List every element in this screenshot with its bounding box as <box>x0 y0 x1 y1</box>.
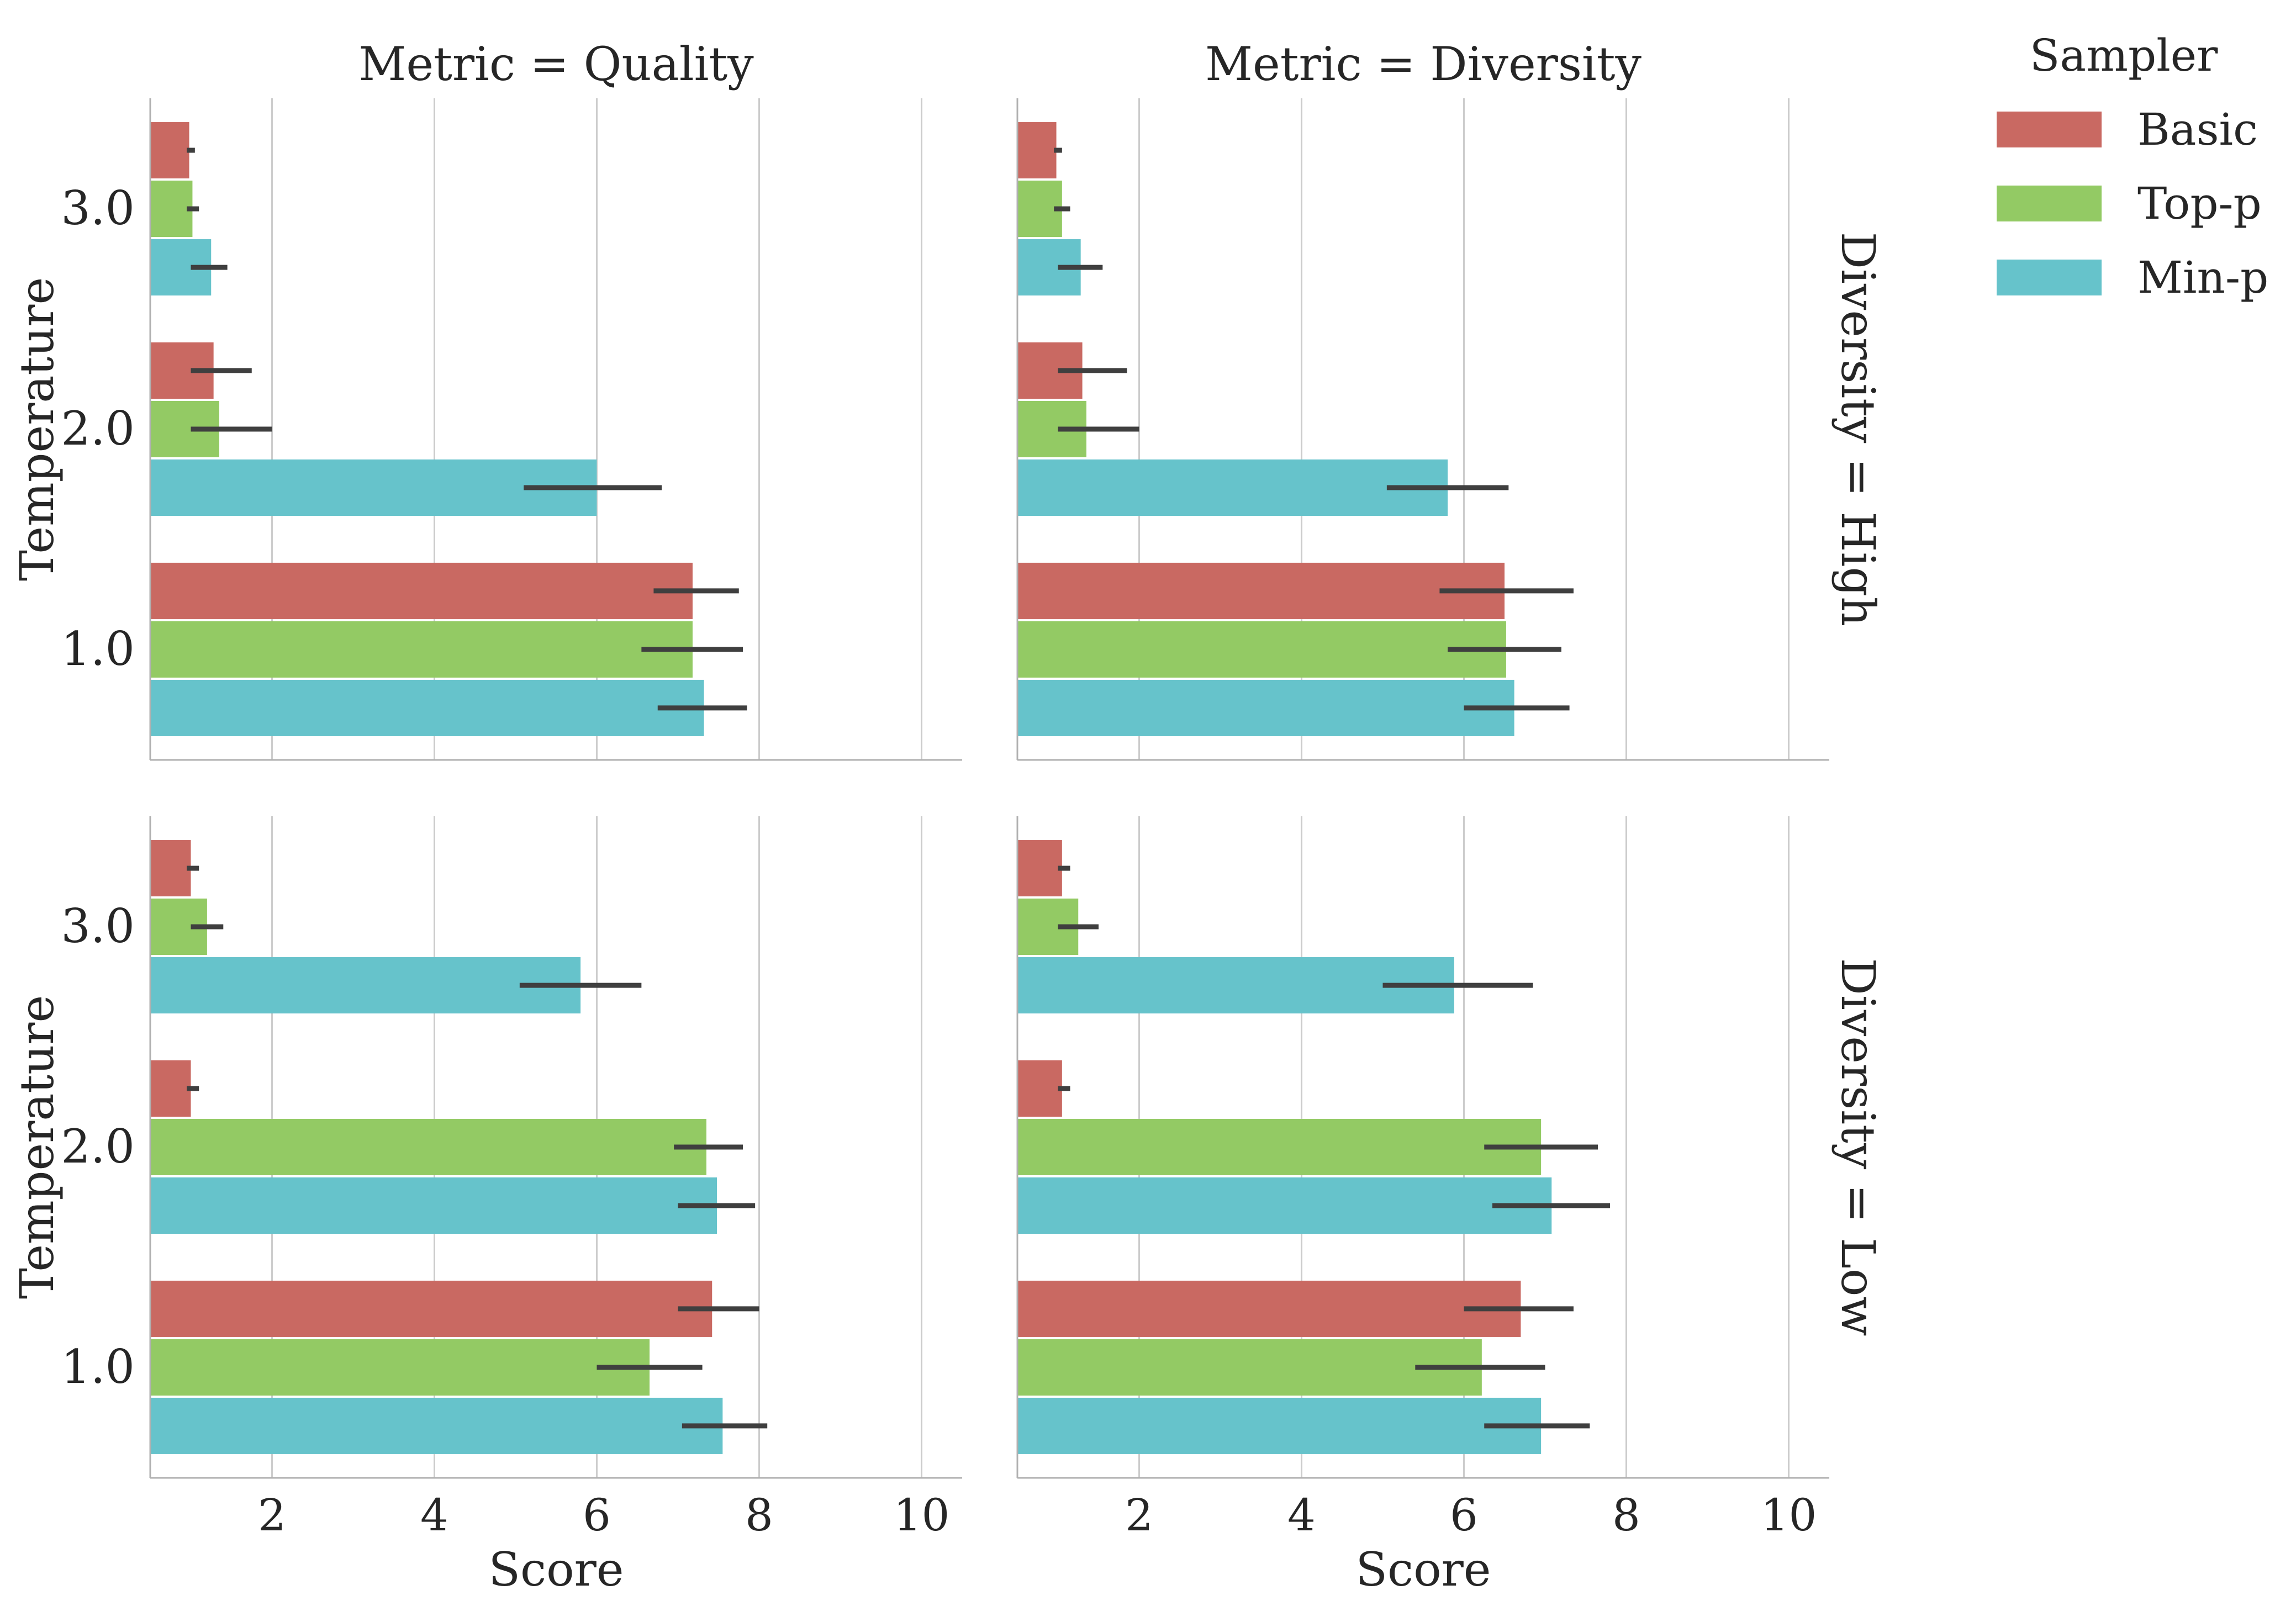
x-axis-label: Score <box>1355 1542 1491 1597</box>
x-tick-label: 10 <box>1761 1489 1817 1541</box>
y-tick-label: 2.0 <box>61 402 135 456</box>
panels-layer: 3.0 2.0 1.0 Temperature Metric = Quality Metr… <box>10 37 1885 1597</box>
x-tick-label: 2 <box>1125 1489 1153 1541</box>
bar-top-p-t1.0 <box>1017 1339 1482 1396</box>
bar-basic-t3.0 <box>1017 840 1062 897</box>
x-tick-label: 4 <box>1287 1489 1316 1541</box>
bar-min-p-t2.0 <box>1017 459 1448 516</box>
x-tick-label: 8 <box>1612 1489 1640 1541</box>
bar-top-p-t2.0 <box>150 1119 706 1175</box>
panel-title: Metric = Diversity <box>1205 37 1642 91</box>
bar-min-p-t3.0 <box>1017 957 1454 1014</box>
legend-swatch-basic <box>1997 112 2102 147</box>
panel-3: 3.0 2.0 1.0 Temperature 2 4 6 8 10 Score <box>10 816 962 1597</box>
bar-basic-t1.0 <box>150 562 693 619</box>
panel-1: 3.0 2.0 1.0 Temperature Metric = Quality <box>10 37 962 761</box>
panel-2: Metric = Diversity Diversity = High <box>1016 37 1885 761</box>
y-tick-label: 1.0 <box>61 622 135 676</box>
y-tick-label: 2.0 <box>61 1119 135 1174</box>
y-tick-label: 3.0 <box>61 899 135 953</box>
bar-top-p-t1.0 <box>150 1339 650 1396</box>
y-axis-label: Temperature <box>10 995 64 1299</box>
legend-label-basic: Basic <box>2137 104 2258 155</box>
y-axis-label: Temperature <box>10 277 64 581</box>
x-tick-label: 10 <box>894 1489 950 1541</box>
bar-min-p-t3.0 <box>150 957 581 1014</box>
x-tick-label: 6 <box>1450 1489 1478 1541</box>
x-tick-label: 2 <box>258 1489 286 1541</box>
legend-entry-min-p: Min-p <box>1997 252 2268 303</box>
legend-swatch-min-p <box>1997 260 2102 295</box>
bar-basic-t3.0 <box>150 840 191 897</box>
x-tick-label: 8 <box>745 1489 773 1541</box>
bar-top-p-t1.0 <box>150 621 693 678</box>
bar-top-p-t3.0 <box>150 181 193 237</box>
y-tick-label: 1.0 <box>61 1340 135 1394</box>
row-label: Diversity = High <box>1831 232 1885 627</box>
y-tick-label: 3.0 <box>61 181 135 235</box>
bar-basic-t1.0 <box>1017 1280 1521 1337</box>
bar-min-p-t2.0 <box>150 1177 717 1234</box>
bar-min-p-t1.0 <box>1017 1397 1542 1454</box>
bar-basic-t2.0 <box>1017 1060 1062 1117</box>
legend-label-min-p: Min-p <box>2137 252 2268 303</box>
legend-entry-top-p: Top-p <box>1997 178 2262 229</box>
bar-top-p-t2.0 <box>1017 1119 1542 1175</box>
panel-title: Metric = Quality <box>358 37 754 91</box>
bar-basic-t3.0 <box>1017 122 1057 179</box>
legend-swatch-top-p <box>1997 186 2102 221</box>
bar-min-p-t2.0 <box>150 459 597 516</box>
panel-4: 2 4 6 8 10 Score Diversity = Low <box>1016 816 1885 1597</box>
bar-basic-t1.0 <box>1017 562 1505 619</box>
row-label: Diversity = Low <box>1831 958 1885 1336</box>
x-tick-label: 6 <box>583 1489 611 1541</box>
legend-title: Sampler <box>2030 30 2219 81</box>
bar-min-p-t1.0 <box>150 1397 723 1454</box>
x-axis-label: Score <box>488 1542 624 1597</box>
bar-min-p-t1.0 <box>150 679 704 736</box>
bar-top-p-t1.0 <box>1017 621 1506 678</box>
legend-entry-basic: Basic <box>1997 104 2258 155</box>
bar-min-p-t1.0 <box>1017 679 1514 736</box>
x-tick-label: 4 <box>420 1489 448 1541</box>
legend: Sampler Basic Top-p Min-p <box>1997 30 2268 303</box>
bar-basic-t1.0 <box>150 1280 712 1337</box>
legend-label-top-p: Top-p <box>2137 178 2262 229</box>
bar-basic-t3.0 <box>150 122 189 179</box>
bar-basic-t2.0 <box>150 1060 191 1117</box>
bar-min-p-t2.0 <box>1017 1177 1552 1234</box>
